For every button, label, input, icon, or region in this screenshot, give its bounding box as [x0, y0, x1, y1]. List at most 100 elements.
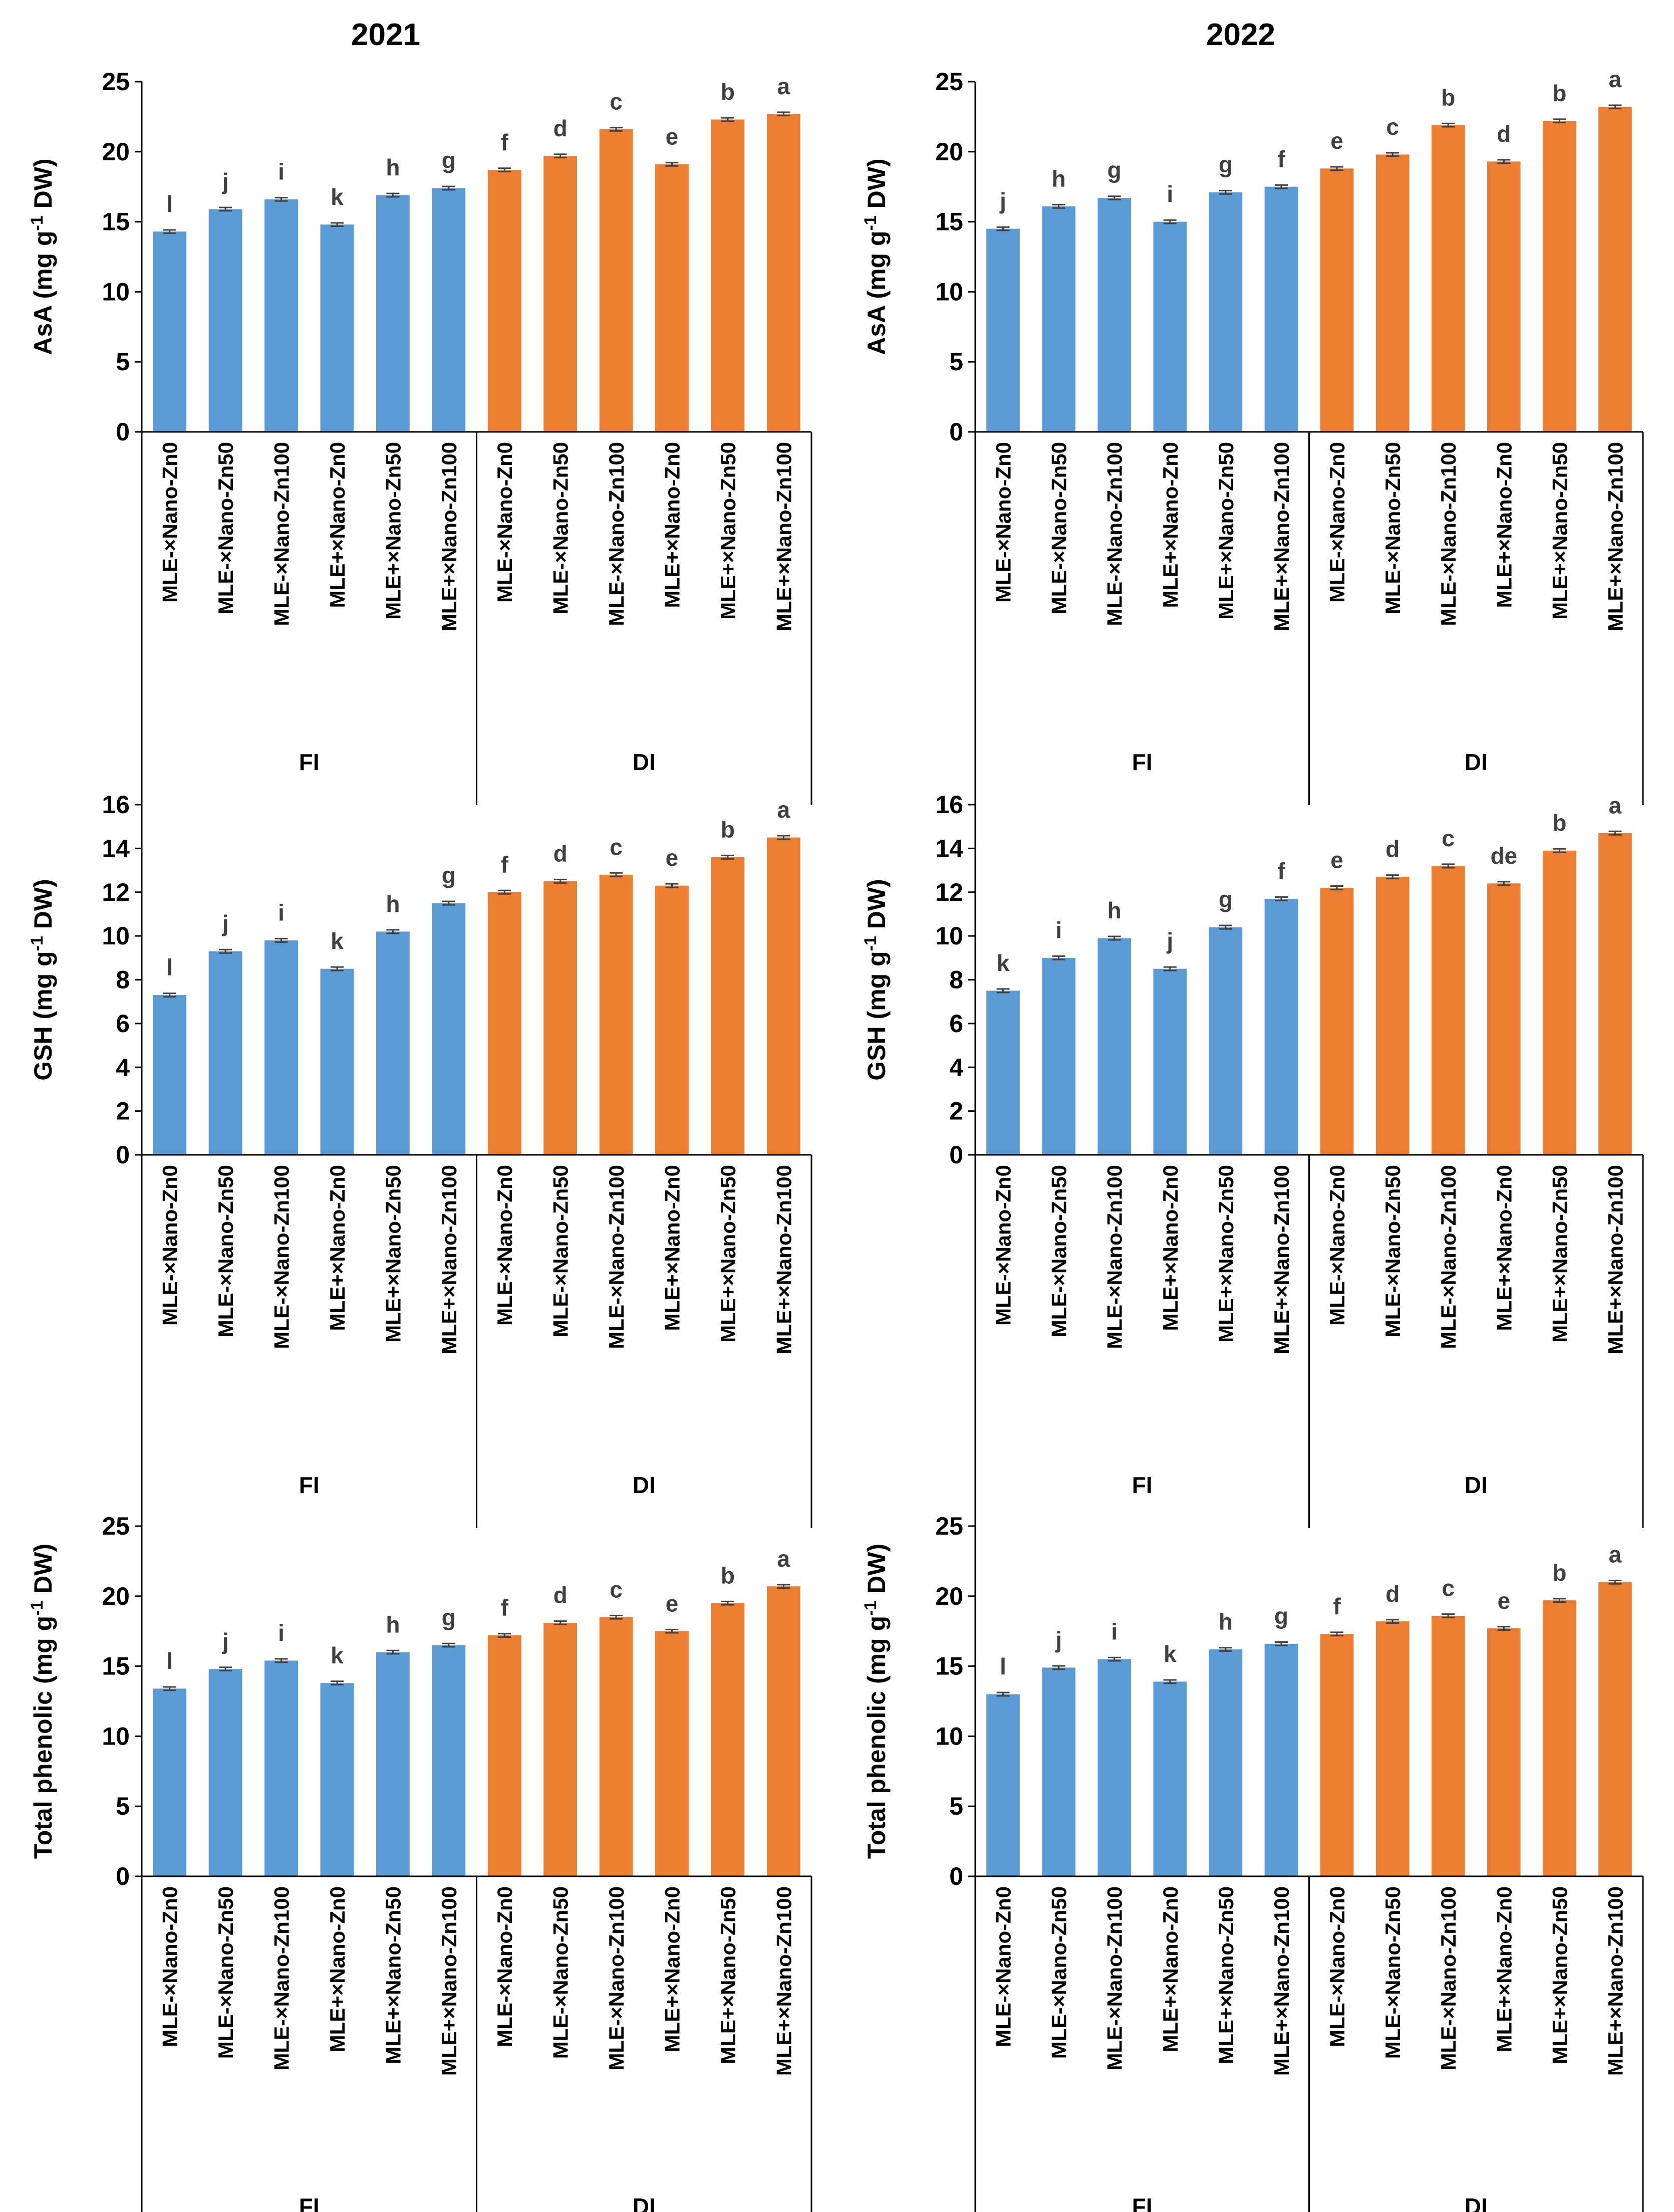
category-label: MLE-×Nano-Zn100 — [270, 1886, 294, 2071]
y-tick-label: 5 — [949, 1792, 963, 1820]
significance-letter: l — [166, 954, 173, 980]
significance-letter: h — [1107, 897, 1122, 923]
bar-DI-6 — [766, 837, 800, 1155]
significance-letter: a — [1609, 792, 1622, 818]
bar-DI-2 — [543, 1622, 578, 1876]
bar-FI-2 — [208, 209, 242, 432]
y-tick-label: 25 — [935, 1512, 963, 1540]
category-label: MLE-×Nano-Zn100 — [270, 442, 294, 626]
bar-DI-6 — [1598, 833, 1632, 1155]
y-tick-label: 5 — [949, 348, 963, 376]
significance-letter: k — [331, 184, 344, 210]
significance-letter: h — [386, 891, 400, 917]
category-label: MLE+×Nano-Zn0 — [1159, 1165, 1182, 1331]
y-tick-label: 6 — [116, 1010, 130, 1038]
significance-letter: f — [501, 129, 509, 155]
significance-letter: e — [1330, 128, 1343, 154]
category-label: MLE-×Nano-Zn0 — [493, 1886, 516, 2047]
category-label: MLE-×Nano-Zn50 — [1047, 442, 1071, 614]
significance-letter: f — [501, 851, 509, 877]
significance-letter: c — [610, 1576, 623, 1602]
significance-letter: g — [1219, 152, 1233, 178]
y-tick-label: 14 — [935, 834, 963, 862]
y-tick-label: 4 — [949, 1053, 963, 1081]
category-label: MLE-×Nano-Zn0 — [493, 442, 516, 603]
bar-DI-2 — [1375, 877, 1410, 1155]
bar-DI-1 — [487, 892, 521, 1155]
bar-DI-3 — [599, 129, 633, 432]
category-label: MLE-×Nano-Zn50 — [549, 1886, 573, 2059]
y-tick-label: 14 — [102, 834, 130, 862]
significance-letter: f — [501, 1595, 509, 1621]
chart-panel-5: 0 5 10 15 20 25 Total phenolic (mg g-1 DW) l MLE… — [28, 1512, 812, 2212]
significance-letter: e — [1497, 1588, 1510, 1614]
category-label: MLE+×Nano-Zn100 — [437, 1165, 461, 1354]
bar-DI-1 — [1320, 1634, 1354, 1876]
group-label-FI: FI — [1132, 749, 1153, 775]
bar-FI-6 — [432, 188, 466, 432]
bar-FI-1 — [986, 1694, 1020, 1876]
y-axis-title: AsA (mg g-1 DW) — [28, 158, 57, 355]
category-label: MLE+×Nano-Zn0 — [326, 1165, 349, 1331]
significance-letter: b — [1441, 84, 1455, 110]
y-axis-title: GSH (mg g-1 DW) — [861, 879, 891, 1080]
y-tick-label: 20 — [102, 138, 130, 166]
bar-FI-5 — [1209, 1649, 1243, 1876]
bar-FI-5 — [376, 195, 410, 432]
group-label-DI: DI — [633, 2193, 656, 2212]
y-tick-label: 0 — [949, 1141, 963, 1169]
y-tick-label: 16 — [102, 791, 130, 819]
category-label: MLE-×Nano-Zn50 — [214, 1165, 237, 1337]
significance-letter: e — [666, 845, 679, 871]
y-tick-label: 20 — [102, 1582, 130, 1610]
group-label-FI: FI — [1132, 2193, 1153, 2212]
significance-letter: h — [1052, 165, 1066, 191]
bar-FI-3 — [264, 1660, 298, 1876]
category-label: MLE-×Nano-Zn100 — [1437, 442, 1460, 626]
category-label: MLE+×Nano-Zn100 — [1270, 1886, 1293, 2076]
bar-FI-1 — [153, 995, 187, 1155]
y-tick-label: 10 — [102, 1722, 130, 1750]
category-label: MLE-×Nano-Zn0 — [158, 442, 182, 603]
bar-FI-5 — [1209, 927, 1243, 1155]
bar-DI-4 — [1487, 883, 1521, 1155]
y-tick-label: 25 — [102, 1512, 130, 1540]
category-label: MLE+×Nano-Zn0 — [1492, 1165, 1516, 1331]
bar-FI-6 — [432, 903, 466, 1155]
significance-letter: g — [442, 147, 456, 173]
category-label: MLE+×Nano-Zn50 — [716, 1886, 740, 2064]
bar-DI-1 — [487, 170, 521, 432]
category-label: MLE+×Nano-Zn0 — [1159, 1886, 1182, 2052]
bar-DI-3 — [599, 1617, 633, 1876]
y-tick-label: 12 — [935, 878, 963, 906]
bar-FI-4 — [1153, 968, 1187, 1155]
bar-DI-5 — [1543, 121, 1576, 432]
bar-FI-4 — [320, 1683, 354, 1876]
category-label: MLE-×Nano-Zn50 — [214, 442, 237, 614]
bar-DI-1 — [1320, 168, 1354, 432]
category-label: MLE+×Nano-Zn50 — [1548, 1165, 1571, 1343]
significance-letter: d — [1497, 121, 1511, 147]
significance-letter: g — [1107, 157, 1122, 183]
bar-DI-6 — [766, 114, 800, 432]
y-tick-label: 0 — [949, 1862, 963, 1890]
category-label: MLE-×Nano-Zn100 — [605, 442, 628, 626]
category-label: MLE-×Nano-Zn100 — [605, 1886, 628, 2071]
group-label-DI: DI — [633, 1472, 656, 1498]
significance-letter: b — [1552, 810, 1566, 836]
significance-letter: f — [1333, 1593, 1341, 1619]
significance-letter: e — [1330, 847, 1343, 873]
y-tick-label: 6 — [949, 1010, 963, 1038]
bar-DI-3 — [1431, 1615, 1465, 1876]
y-axis-title: GSH (mg g-1 DW) — [28, 879, 57, 1080]
category-label: MLE+×Nano-Zn100 — [1603, 1165, 1627, 1354]
category-label: MLE+×Nano-Zn0 — [660, 1165, 684, 1331]
category-label: MLE+×Nano-Zn100 — [437, 442, 461, 631]
bar-FI-6 — [1264, 898, 1298, 1155]
category-label: MLE-×Nano-Zn50 — [549, 442, 573, 614]
bar-DI-6 — [1598, 107, 1632, 432]
significance-letter: a — [777, 797, 790, 823]
significance-letter: k — [997, 950, 1010, 976]
significance-letter: b — [721, 1562, 735, 1588]
